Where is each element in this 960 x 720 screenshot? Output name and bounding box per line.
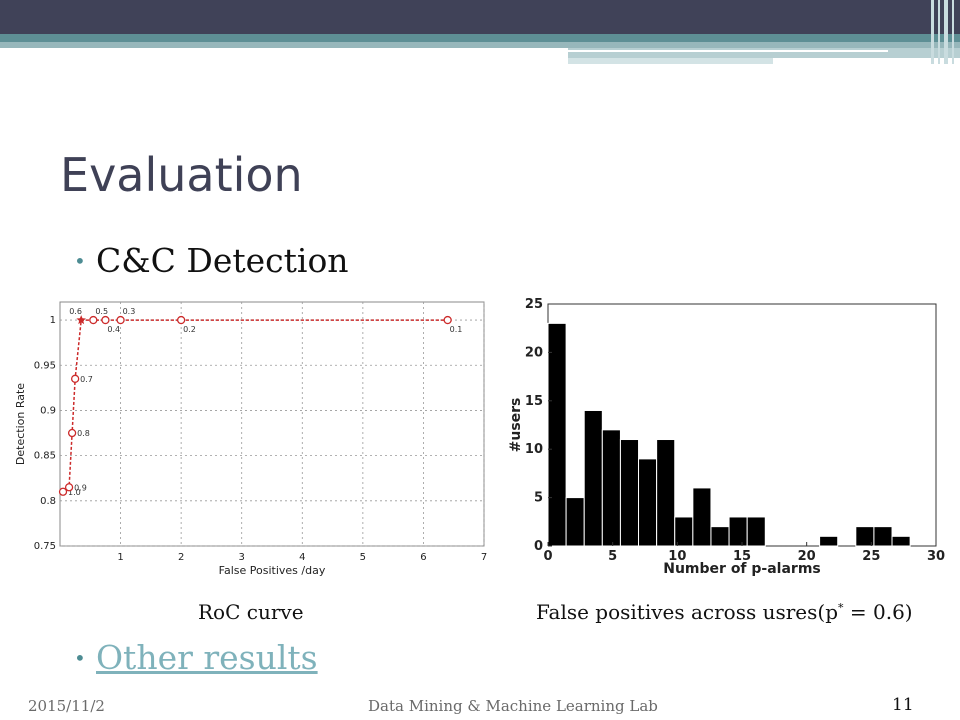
caption-histogram-tail: = 0.6) [843,600,913,624]
hist-bar [656,439,676,547]
roc-point-label: 0.5 [95,307,108,316]
hist-bar [619,439,640,547]
hist-x-tick-label: 5 [608,549,617,564]
roc-point-label: 0.6 [69,307,82,316]
roc-grid [60,302,485,547]
hist-y-axis-label: #users [508,398,524,453]
roc-point-label: 0.2 [183,325,196,334]
hist-x-tick-label: 25 [862,549,880,564]
roc-point [64,483,74,492]
roc-point [70,374,80,383]
other-results-link[interactable]: Other results [96,638,318,677]
roc-point-label: 1.0 [68,488,81,497]
roc-series-line [62,319,448,493]
hist-y-tick-label: 15 [525,394,543,409]
roc-x-tick-label: 5 [360,552,366,563]
header-dark-bar [0,0,960,34]
hist-bar [710,526,730,547]
roc-highlight-point [76,315,86,325]
header-pale-band [568,48,960,58]
hist-bar [891,535,911,547]
caption-roc: RoC curve [198,600,304,624]
roc-x-tick-label: 3 [239,552,245,563]
roc-x-axis-label: False Positives /day [219,564,326,577]
roc-point-label: 0.8 [77,429,90,438]
roc-point-label: 0.7 [80,375,93,384]
roc-point [67,428,77,438]
hist-y-tick-label: 20 [525,345,543,360]
caption-histogram-main: False positives across usres(p [536,600,839,624]
roc-y-tick-label: 0.75 [34,541,56,552]
bullet-marker: • [74,249,86,273]
header-stripe [952,0,954,64]
footer-lab-name: Data Mining & Machine Learning Lab [368,697,658,715]
header-white-line [568,50,888,52]
header-stripe [944,0,948,64]
roc-x-tick-label: 6 [420,552,426,563]
roc-point-label: 0.9 [74,483,87,492]
roc-chart: 1 2 3 4 5 6 70.750.80.850.90.951 1.00.90.80.70… [14,301,487,577]
roc-point [176,315,186,325]
hist-x-tick-label: 15 [733,549,751,564]
hist-y-tick-label: 25 [525,297,543,312]
footer-date: 2015/11/2 [28,697,105,715]
roc-x-tick-label: 2 [178,552,184,563]
hist-bar [583,409,603,547]
header-stripe [938,0,940,64]
header-light-band [0,42,960,48]
roc-y-tick-label: 0.95 [34,360,56,371]
roc-point [58,487,68,496]
hist-x-tick-label: 10 [668,549,686,564]
hist-bar [601,429,621,547]
hist-bar [692,487,712,547]
hist-bar [873,526,893,547]
roc-ticks: 1 2 3 4 5 6 7 0.75 0.8 0.85 0.9 0.95 1 [34,315,487,563]
header-stripe [931,0,934,64]
roc-x-tick-label: 7 [481,552,487,563]
hist-bar [728,516,748,547]
hist-ticks: 0 5 10 15 20 25 30 0 5 10 15 20 25 [525,297,945,564]
roc-point [116,315,125,325]
header-faint-band [568,58,773,64]
hist-x-tick-label: 20 [798,549,816,564]
bullet-marker: • [74,646,86,670]
hist-bar [819,535,839,547]
bullet-cc-detection: C&C Detection [96,241,349,280]
hist-bar [638,458,658,547]
histogram-chart: 0 5 10 15 20 25 30 0 5 10 15 20 25 Number of p-alarm… [508,297,945,577]
header-accent-band [0,34,960,42]
hist-bar [565,497,585,547]
roc-y-axis-label: Detection Rate [14,383,27,465]
caption-histogram-sup: * [838,601,844,615]
hist-bar [547,322,567,547]
hist-bar [674,516,694,547]
hist-x-axis-label: Number of p-alarms [663,561,821,577]
hist-y-tick-label: 0 [534,539,543,554]
roc-point-label: 0.3 [123,307,136,316]
hist-bar [746,516,766,547]
slide-title: Evaluation [60,148,303,202]
roc-x-tick-label: 4 [299,552,305,563]
roc-point-label: 0.1 [450,325,463,334]
roc-y-tick-label: 0.8 [40,496,56,507]
roc-y-tick-label: 1 [50,315,56,326]
roc-y-tick-label: 0.85 [34,451,56,462]
roc-point [443,315,452,325]
hist-y-tick-label: 10 [525,442,543,457]
caption-histogram: False positives across usres(p* = 0.6) [536,600,913,624]
hist-x-tick-label: 30 [927,549,945,564]
roc-point [101,315,110,325]
roc-x-tick-label: 1 [117,552,123,563]
roc-point [89,315,98,325]
roc-point-label: 0.4 [107,325,120,334]
hist-y-tick-label: 5 [534,491,543,506]
roc-y-tick-label: 0.9 [40,405,56,416]
page-number: 11 [892,695,914,715]
roc-plot-frame [59,301,485,547]
roc-points: 1.00.9 0.8 0.7 0.6 0.5 0.40.3 0.2 0.1 [58,307,463,497]
hist-bars [547,322,911,547]
hist-x-tick-label: 0 [543,549,552,564]
